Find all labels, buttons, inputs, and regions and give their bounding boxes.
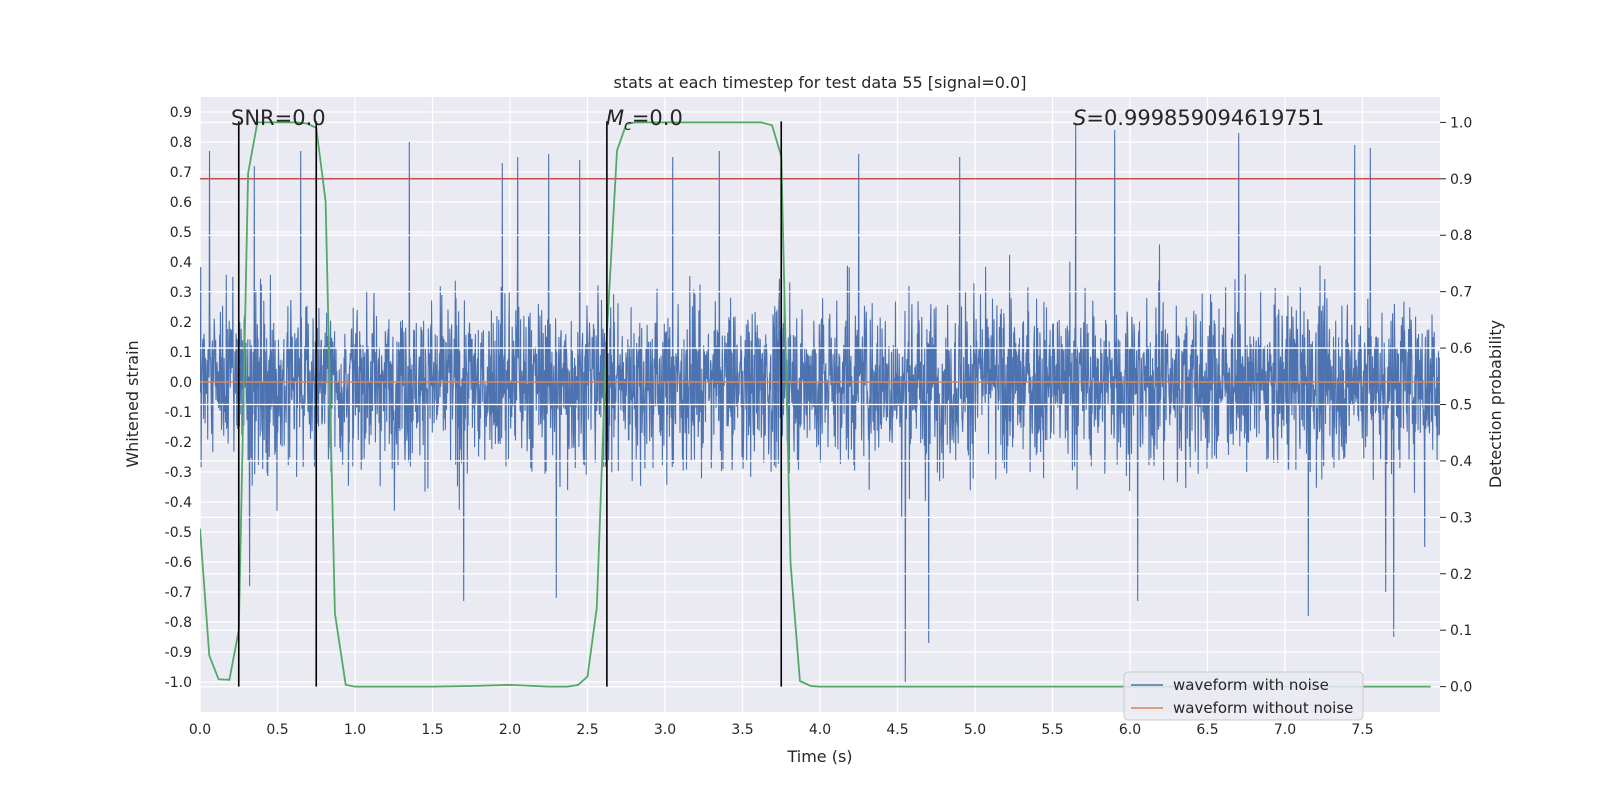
y-tick-label: 0.1 [170, 345, 192, 361]
y-tick-label: 0.8 [170, 135, 192, 151]
y-tick-label: -0.7 [165, 585, 192, 601]
y-right-tick-label: 0.5 [1450, 398, 1472, 414]
annotation-score: S=0.999859094619751 [1073, 106, 1324, 130]
x-tick-label: 3.0 [654, 722, 676, 738]
x-tick-label: 4.0 [809, 722, 831, 738]
y-right-tick-label: 0.8 [1450, 228, 1472, 244]
x-tick-label: 1.0 [344, 722, 366, 738]
annotation-chirp-mass-symbol: M [606, 106, 624, 130]
x-tick-label: 6.5 [1196, 722, 1218, 738]
y-tick-label: -0.2 [165, 435, 192, 451]
x-tick-label: 5.5 [1041, 722, 1063, 738]
x-tick-label: 0.5 [266, 722, 288, 738]
y-axis-ticks: 0.9 0.8 0.7 0.6 0.5 0.4 0.3 0.2 0.1 0.0 -0.1 -0.2 -0… [165, 105, 192, 691]
x-tick-label: 1.5 [421, 722, 443, 738]
y-axis-label: Whitened strain [123, 340, 142, 467]
y-axis-right-label: Detection probability [1486, 320, 1505, 488]
x-tick-label: 6.0 [1119, 722, 1141, 738]
annotation-chirp-mass: Mc=0.0 [606, 106, 683, 134]
x-tick-label: 2.5 [576, 722, 598, 738]
x-tick-label: 7.5 [1351, 722, 1373, 738]
y-right-tick-label: 0.2 [1450, 567, 1472, 583]
x-axis-ticks: 0.0 0.5 1.0 1.5 2.0 2.5 3.0 3.5 4.0 4.5 5.0 5.5 6.0 6… [189, 722, 1374, 738]
y-tick-label: -1.0 [165, 675, 192, 691]
y-right-tick-label: 0.1 [1450, 623, 1472, 639]
y-axis-right-ticks: 1.0 0.9 0.8 0.7 0.6 0.5 0.4 0.3 0.2 0.1 0.0 [1440, 115, 1472, 696]
y-tick-label: 0.5 [170, 225, 192, 241]
y-tick-label: 0.6 [170, 195, 192, 211]
series-waveform-with-noise [200, 123, 1440, 683]
annotation-score-symbol: S [1073, 106, 1086, 130]
y-tick-label: -0.3 [165, 465, 192, 481]
overlay-series [200, 121, 1440, 688]
y-tick-label: -0.8 [165, 615, 192, 631]
legend-box [1123, 671, 1364, 721]
y-right-tick-label: 0.4 [1450, 454, 1472, 470]
detection-boundaries [237, 121, 783, 687]
annotations: SNR=0.0 Mc=0.0 S=0.999859094619751 [231, 106, 1324, 134]
annotation-chirp-mass-subscript: c [624, 118, 632, 134]
x-tick-label: 7.0 [1274, 722, 1296, 738]
y-tick-label: 0.4 [170, 255, 192, 271]
y-right-tick-label: 0.6 [1450, 341, 1472, 357]
y-tick-label: 0.2 [170, 315, 192, 331]
x-tick-label: 2.0 [499, 722, 521, 738]
x-tick-label: 4.5 [886, 722, 908, 738]
y-tick-label: -0.5 [165, 525, 192, 541]
y-tick-label: -0.6 [165, 555, 192, 571]
y-tick-label: -0.4 [165, 495, 192, 511]
annotation-chirp-mass-value: =0.0 [632, 106, 683, 130]
y-tick-label: 0.0 [170, 375, 192, 391]
y-right-tick-label: 0.0 [1450, 680, 1472, 696]
y-tick-label: 0.7 [170, 165, 192, 181]
y-tick-label: 0.3 [170, 285, 192, 301]
detection-probability-line [200, 121, 1431, 688]
y-tick-label: 0.9 [170, 105, 192, 121]
y-right-tick-label: 0.9 [1450, 172, 1472, 188]
y-tick-label: -0.1 [165, 405, 192, 421]
legend-label-with-noise: waveform with noise [1173, 676, 1329, 694]
y-tick-label: -0.9 [165, 645, 192, 661]
y-right-tick-label: 1.0 [1450, 115, 1472, 131]
x-tick-label: 5.0 [964, 722, 986, 738]
y-right-tick-label: 0.3 [1450, 510, 1472, 526]
waveform-with-noise-line [200, 123, 1440, 683]
y-right-tick-label: 0.7 [1450, 285, 1472, 301]
legend-label-without-noise: waveform without noise [1173, 699, 1353, 717]
x-tick-label: 3.5 [731, 722, 753, 738]
x-tick-label: 0.0 [189, 722, 211, 738]
annotation-score-value: =0.999859094619751 [1086, 106, 1324, 130]
chart-title: stats at each timestep for test data 55 … [614, 73, 1027, 92]
legend: waveform with noise waveform without noi… [1123, 671, 1364, 721]
annotation-snr: SNR=0.0 [231, 106, 326, 130]
x-axis-label: Time (s) [786, 747, 852, 766]
